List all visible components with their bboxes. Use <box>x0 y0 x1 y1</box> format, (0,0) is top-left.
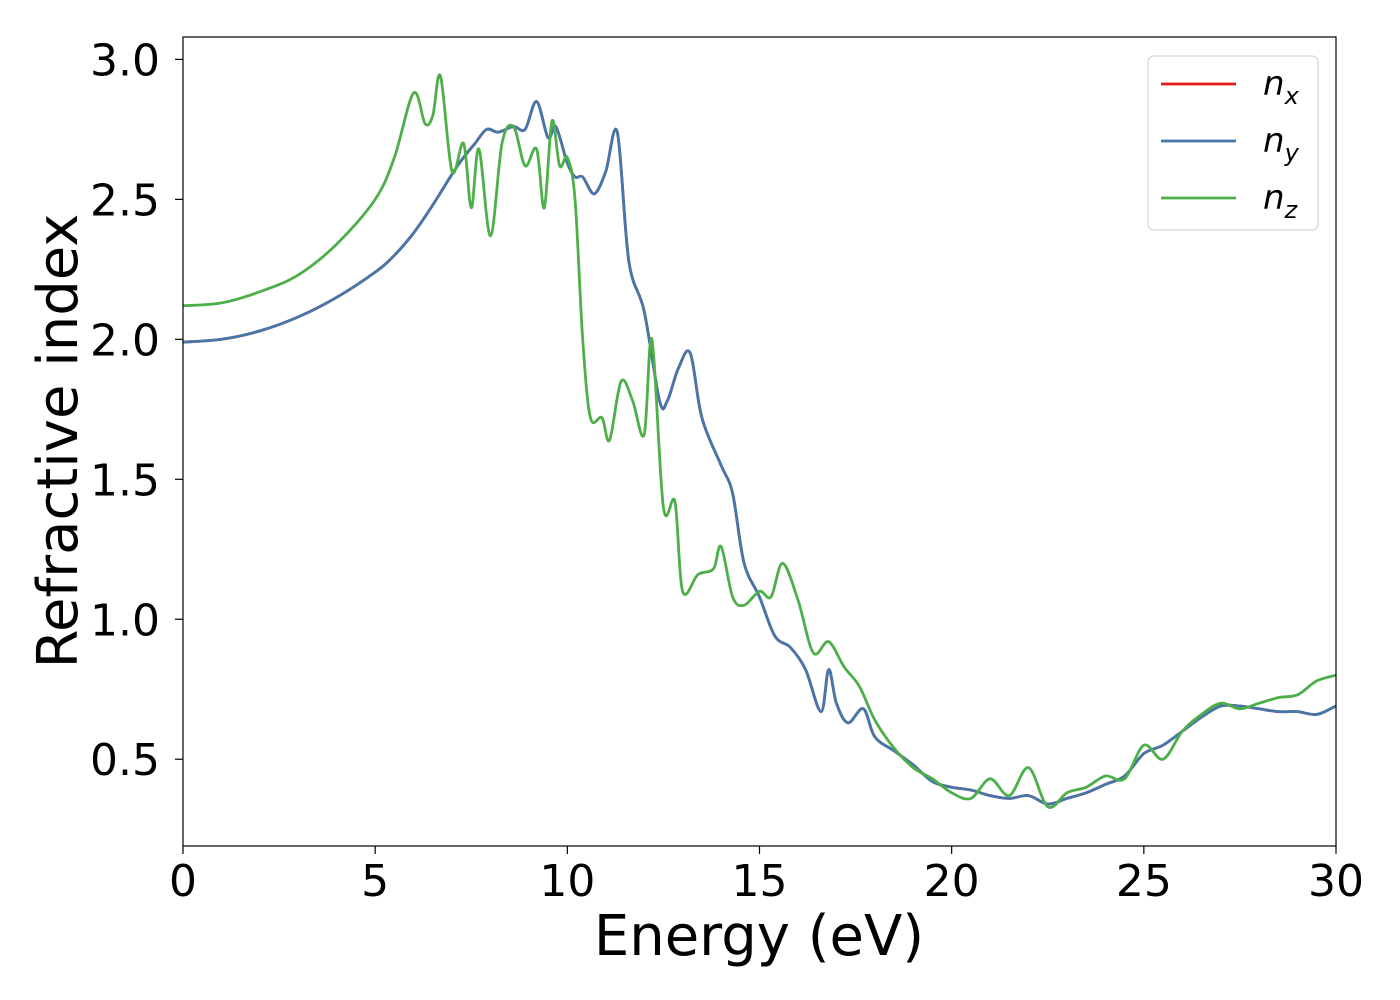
y-tick-label: 0.5 <box>90 735 160 786</box>
x-axis-ticks: 0 5 10 15 20 25 30 <box>169 846 1364 907</box>
series-line-nz <box>182 73 1337 809</box>
y-tick-label: 2.0 <box>90 315 160 366</box>
x-tick-label: 5 <box>361 856 389 907</box>
series-line-ny <box>182 99 1337 806</box>
x-tick-label: 20 <box>924 856 980 907</box>
y-axis-ticks: 0.5 1.0 1.5 2.0 2.5 3.0 <box>90 35 183 786</box>
legend-label-y: ny <box>1263 121 1300 167</box>
legend-label-x: nx <box>1263 64 1300 110</box>
y-tick-label: 2.5 <box>90 175 160 226</box>
legend-box <box>1147 55 1319 231</box>
y-tick-label: 3.0 <box>90 35 160 86</box>
x-tick-label: 15 <box>732 856 788 907</box>
y-axis-label: Refractive index <box>26 214 91 669</box>
y-tick-label: 1.5 <box>90 455 160 506</box>
legend-label-z: nz <box>1263 178 1299 224</box>
series-lines <box>182 73 1337 809</box>
x-tick-label: 10 <box>539 856 595 907</box>
legend: nx ny nz <box>1147 55 1319 231</box>
x-axis-label: Energy (eV) <box>594 904 924 969</box>
x-tick-label: 30 <box>1308 856 1364 907</box>
x-tick-label: 25 <box>1116 856 1172 907</box>
x-tick-label: 0 <box>169 856 197 907</box>
y-tick-label: 1.0 <box>90 595 160 646</box>
